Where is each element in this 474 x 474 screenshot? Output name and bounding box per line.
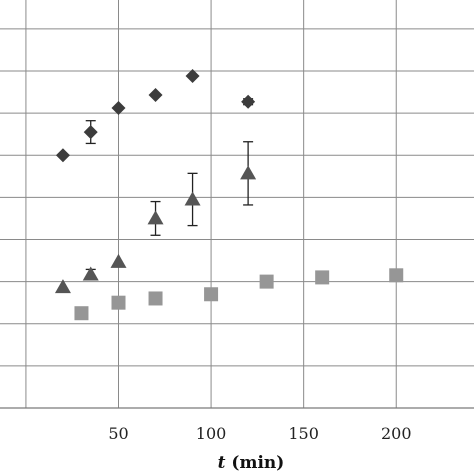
- x-tick-label: 100: [196, 424, 227, 443]
- square-marker: [389, 268, 404, 283]
- triangle-marker: [82, 266, 99, 281]
- diamond-marker: [55, 148, 70, 163]
- x-tick-labels: 50 100 150 200: [108, 424, 411, 443]
- triangle-marker: [147, 210, 164, 225]
- error-bars: [85, 98, 254, 281]
- diamond-marker: [185, 69, 200, 84]
- triangle-marker: [54, 279, 71, 294]
- diamond-marker: [83, 125, 98, 140]
- square-marker: [315, 270, 330, 285]
- triangle-marker: [110, 253, 127, 268]
- x-tick-label: 200: [381, 424, 412, 443]
- square-marker: [148, 291, 163, 306]
- square-marker: [259, 274, 274, 289]
- triangle-marker: [184, 191, 201, 206]
- data-points: [54, 69, 404, 321]
- gridlines: [0, 0, 474, 409]
- x-axis-unit: (min): [226, 453, 285, 473]
- square-marker: [204, 287, 219, 302]
- x-tick-label: 150: [288, 424, 319, 443]
- x-axis-title: t (min): [218, 453, 285, 473]
- x-tick-label: 50: [108, 424, 128, 443]
- triangle-marker: [240, 165, 257, 180]
- square-marker: [111, 295, 126, 310]
- diamond-marker: [148, 87, 163, 102]
- square-marker: [74, 306, 89, 321]
- x-axis-variable: t: [218, 453, 226, 473]
- diamond-marker: [111, 101, 126, 116]
- diamond-marker: [241, 94, 256, 109]
